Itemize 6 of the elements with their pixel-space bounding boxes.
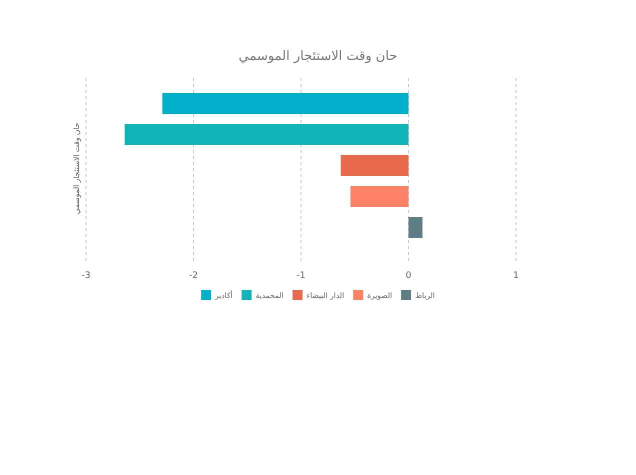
xtick: -1 (296, 271, 306, 281)
xtick: -2 (189, 271, 198, 281)
xtick: 1 (513, 271, 519, 281)
xtick: -3 (82, 271, 90, 281)
xtick: 0 (406, 271, 412, 281)
title: حان وقت الاستئجار الموسمي (238, 49, 398, 64)
